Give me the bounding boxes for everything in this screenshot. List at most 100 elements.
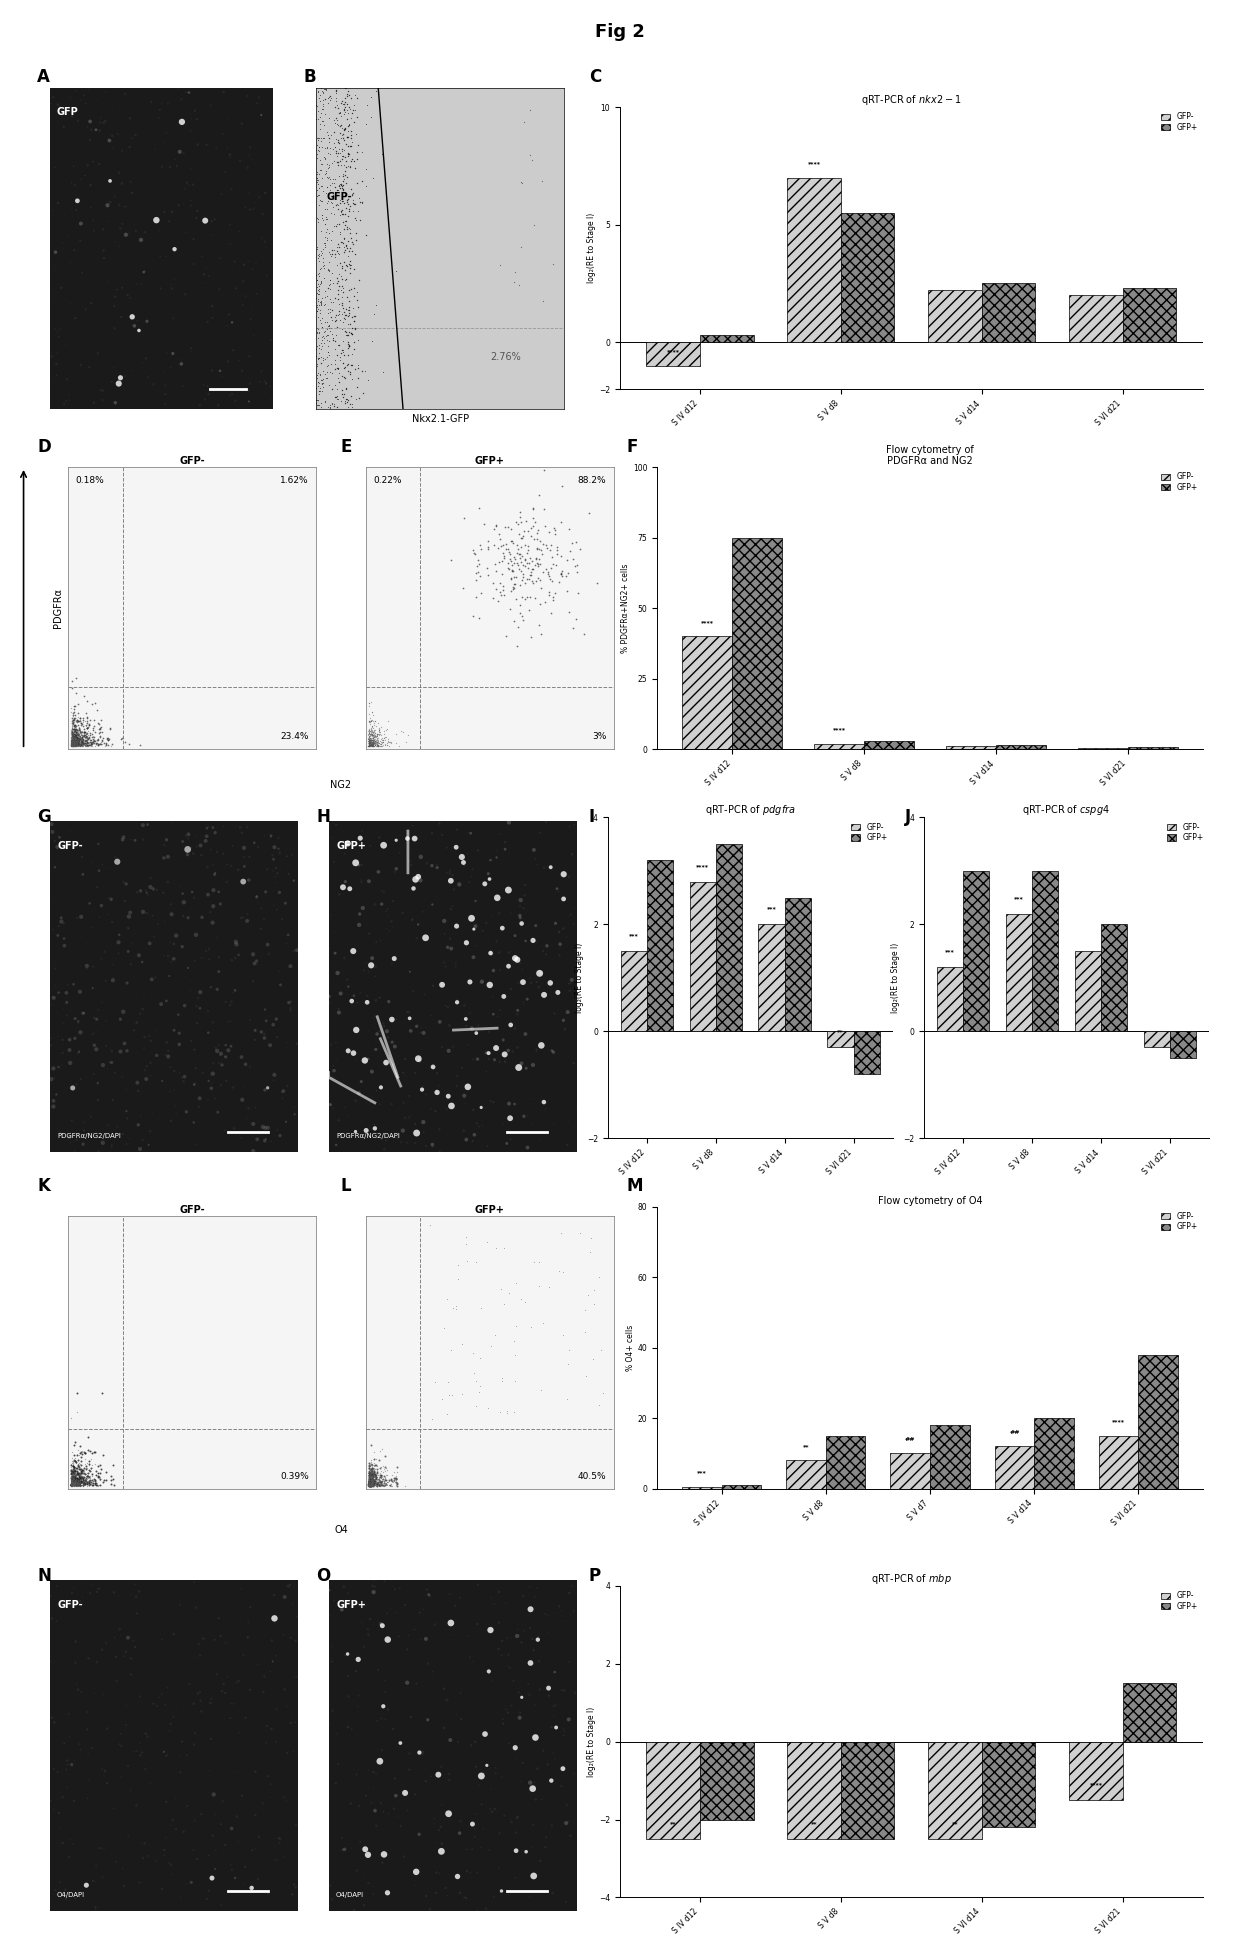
Point [118,1103,138,1135]
Point [63,728,83,759]
Point [125,1568,145,1600]
Point [74,1452,94,1483]
Point [73,720,93,751]
Point [43,1092,63,1123]
Point [510,570,529,601]
Point [226,385,246,416]
Point [439,1798,459,1829]
Point [376,1456,396,1487]
Point [330,239,350,270]
Point [362,728,382,759]
Point [335,1833,355,1864]
Point [79,722,99,753]
Point [372,1463,392,1495]
Point [334,222,353,253]
Point [367,1454,387,1485]
Point [94,235,114,267]
Point [373,829,393,860]
Point [69,714,89,745]
Point [360,716,379,747]
X-axis label: Nkx2.1-GFP: Nkx2.1-GFP [412,414,469,424]
Point [342,317,362,348]
Point [61,1469,81,1500]
Point [233,1072,253,1103]
Point [397,1127,417,1158]
Point [112,1761,131,1792]
Point [361,1467,381,1498]
Point [361,730,381,761]
Point [198,379,218,411]
Point [42,341,62,372]
Point [72,1442,92,1473]
Point [63,1469,83,1500]
Point [308,259,327,290]
Point [72,1471,92,1502]
Point [362,728,382,759]
Point [244,827,264,858]
Point [310,372,330,403]
Point [62,1467,82,1498]
Point [339,331,358,362]
Point [362,726,382,757]
Point [371,726,391,757]
Point [358,1467,378,1498]
Point [495,1288,515,1319]
Point [63,1463,83,1495]
Point [62,724,82,755]
Point [396,1590,415,1621]
Bar [982,1742,1035,1827]
Point [69,730,89,761]
Point [69,712,89,743]
Point [63,728,83,759]
Point [144,920,164,952]
Point [88,724,108,755]
Point [362,1467,382,1498]
Point [322,374,342,405]
Point [360,1471,379,1502]
Point [362,1467,382,1498]
Point [66,730,86,761]
Point [325,302,345,333]
Point [309,134,329,165]
Point [337,232,357,263]
Point [63,1467,83,1498]
Point [312,319,332,350]
Point [122,304,141,335]
Point [170,1033,190,1064]
Point [335,95,355,126]
Point [464,601,484,632]
Point [63,1467,83,1498]
Point [492,1364,512,1395]
Point [64,703,84,734]
Point [355,1631,374,1662]
Point [485,1319,505,1351]
Point [206,1835,226,1866]
Point [92,848,112,880]
Point [309,337,329,368]
Point [362,728,382,759]
Point [308,383,327,414]
Point [48,911,68,942]
Point [340,109,360,140]
Point [181,975,201,1006]
Point [130,998,150,1029]
Point [102,1035,122,1066]
Point [360,722,379,753]
Point [67,1467,87,1498]
Point [184,249,203,280]
Point [72,724,92,755]
Point [77,730,97,761]
Point [64,730,84,761]
Point [63,704,83,736]
Point [563,613,583,644]
Point [88,728,108,759]
Point [432,1827,451,1858]
Point [362,1471,382,1502]
Point [88,1458,108,1489]
Point [330,117,350,148]
Point [329,237,348,269]
Point [420,1580,440,1611]
Point [319,123,339,154]
Point [234,1868,254,1899]
Point [222,251,242,282]
